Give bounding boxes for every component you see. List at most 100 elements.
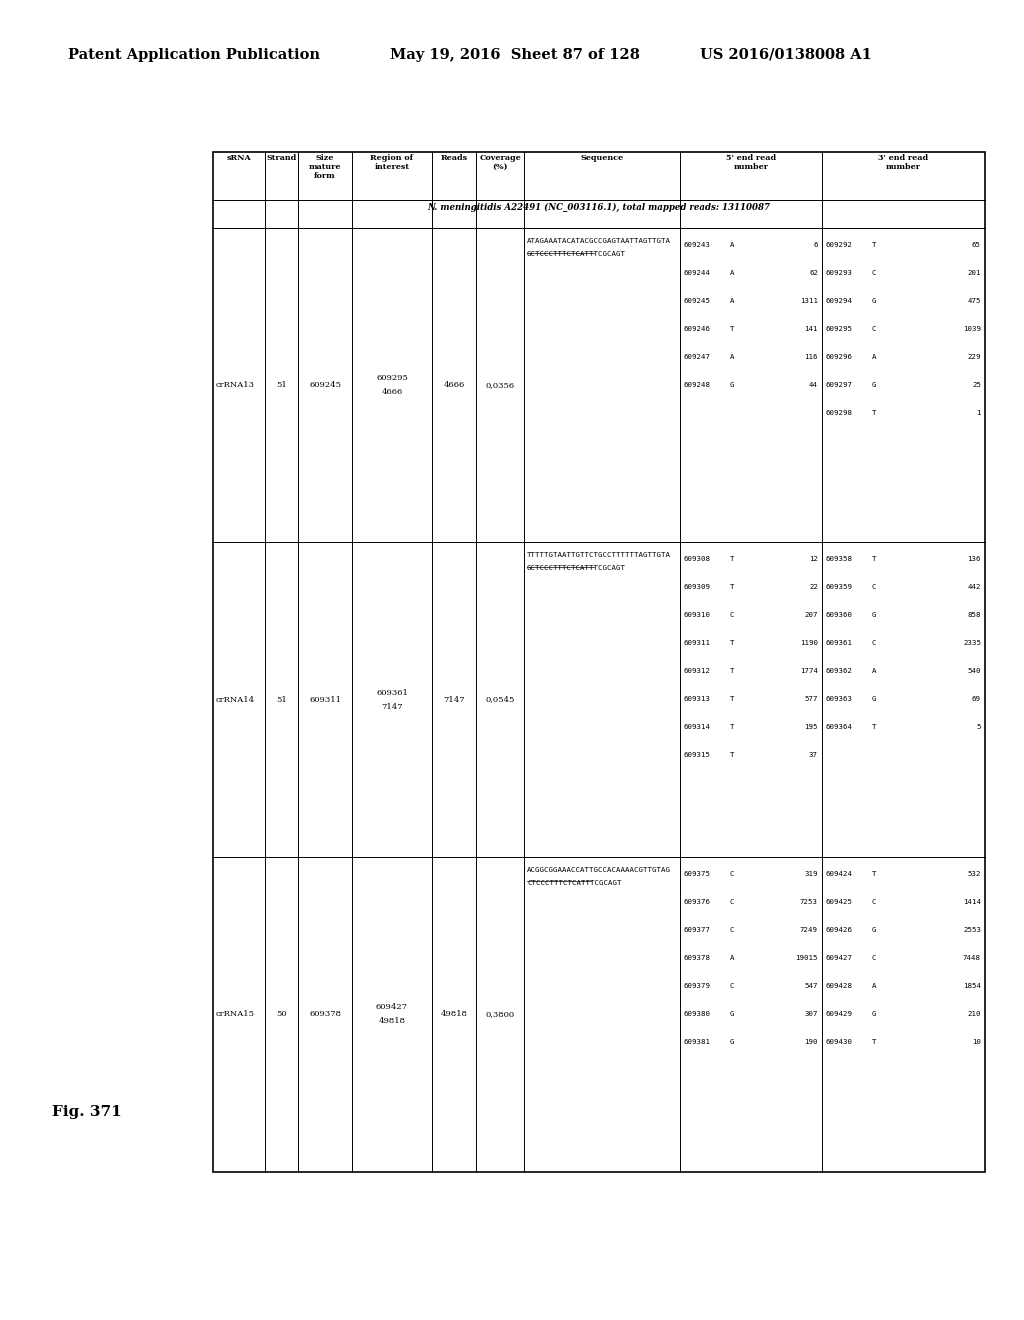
Text: 609244: 609244 <box>684 269 711 276</box>
Text: 442: 442 <box>968 585 981 590</box>
Text: 49818: 49818 <box>379 1018 406 1026</box>
Text: G: G <box>872 298 877 304</box>
Text: 609361: 609361 <box>826 640 853 647</box>
Text: 141: 141 <box>805 326 818 331</box>
Text: 7147: 7147 <box>381 702 402 710</box>
Text: 609247: 609247 <box>684 354 711 360</box>
Text: 5' end read
number: 5' end read number <box>726 154 776 172</box>
Text: 65: 65 <box>972 242 981 248</box>
Text: T: T <box>730 585 734 590</box>
Text: 609297: 609297 <box>826 381 853 388</box>
Text: A: A <box>730 298 734 304</box>
Text: crRNA15: crRNA15 <box>216 1010 255 1018</box>
Text: 609429: 609429 <box>826 1011 853 1016</box>
Text: 609362: 609362 <box>826 668 853 675</box>
Text: C: C <box>872 899 877 904</box>
Text: 609245: 609245 <box>684 298 711 304</box>
Text: 1854: 1854 <box>963 982 981 989</box>
Text: 609379: 609379 <box>684 982 711 989</box>
Text: 609309: 609309 <box>684 585 711 590</box>
Text: C: C <box>730 899 734 904</box>
Text: 4666: 4666 <box>381 388 402 396</box>
Text: 609358: 609358 <box>826 556 853 562</box>
Text: 62: 62 <box>809 269 818 276</box>
Text: C: C <box>872 585 877 590</box>
Text: C: C <box>730 870 734 876</box>
Text: 1039: 1039 <box>963 326 981 331</box>
Text: 609311: 609311 <box>684 640 711 647</box>
Text: 3' end read
number: 3' end read number <box>879 154 929 172</box>
Text: 116: 116 <box>805 354 818 360</box>
Text: 307: 307 <box>805 1011 818 1016</box>
Text: 577: 577 <box>805 696 818 702</box>
Text: 609292: 609292 <box>826 242 853 248</box>
Text: C: C <box>730 982 734 989</box>
Text: GCTCCCTTTCTCATTTCGCAGT: GCTCCCTTTCTCATTTCGCAGT <box>527 251 626 257</box>
Text: G: G <box>730 381 734 388</box>
Text: 609378: 609378 <box>684 954 711 961</box>
Text: 609315: 609315 <box>684 752 711 758</box>
Text: 609381: 609381 <box>684 1039 711 1044</box>
Text: T: T <box>872 1039 877 1044</box>
Text: 2553: 2553 <box>963 927 981 932</box>
Text: A: A <box>730 954 734 961</box>
Text: May 19, 2016  Sheet 87 of 128: May 19, 2016 Sheet 87 of 128 <box>390 48 640 62</box>
Text: 609295: 609295 <box>826 326 853 331</box>
Text: A: A <box>730 269 734 276</box>
Text: TTTTTGTAATTGTTCTGCCTTTTTTAGTTGTA: TTTTTGTAATTGTTCTGCCTTTTTTAGTTGTA <box>527 552 671 558</box>
Text: 609359: 609359 <box>826 585 853 590</box>
Text: 201: 201 <box>968 269 981 276</box>
Text: 609427: 609427 <box>376 1003 408 1011</box>
Text: 0,0356: 0,0356 <box>485 381 515 389</box>
Text: T: T <box>730 640 734 647</box>
Text: G: G <box>730 1039 734 1044</box>
Text: 609426: 609426 <box>826 927 853 932</box>
Text: 609360: 609360 <box>826 612 853 618</box>
Text: 609364: 609364 <box>826 725 853 730</box>
Text: ACGGCGGAAACCATTGCCACAAAACGTTGTAG: ACGGCGGAAACCATTGCCACAAAACGTTGTAG <box>527 867 671 873</box>
Text: Fig. 371: Fig. 371 <box>52 1105 122 1119</box>
Text: 49818: 49818 <box>440 1010 468 1018</box>
Text: 609375: 609375 <box>684 870 711 876</box>
Text: 858: 858 <box>968 612 981 618</box>
Text: 609424: 609424 <box>826 870 853 876</box>
Text: C: C <box>872 326 877 331</box>
Text: G: G <box>872 1011 877 1016</box>
Text: Strand: Strand <box>266 154 297 162</box>
Text: T: T <box>730 752 734 758</box>
Text: 7253: 7253 <box>800 899 818 904</box>
Text: 609243: 609243 <box>684 242 711 248</box>
Text: A: A <box>872 354 877 360</box>
Text: 12: 12 <box>809 556 818 562</box>
Text: G: G <box>872 381 877 388</box>
Text: 25: 25 <box>972 381 981 388</box>
Text: 609308: 609308 <box>684 556 711 562</box>
Text: A: A <box>872 982 877 989</box>
Text: 210: 210 <box>968 1011 981 1016</box>
Text: T: T <box>730 668 734 675</box>
Text: 609378: 609378 <box>309 1010 341 1018</box>
Text: Patent Application Publication: Patent Application Publication <box>68 48 319 62</box>
Text: 1190: 1190 <box>800 640 818 647</box>
Text: N. meningitidis A22491 (NC_003116.1), total mapped reads: 13110087: N. meningitidis A22491 (NC_003116.1), to… <box>427 203 770 213</box>
Text: 609427: 609427 <box>826 954 853 961</box>
Text: 609430: 609430 <box>826 1039 853 1044</box>
Text: 4666: 4666 <box>443 381 465 389</box>
Text: 609312: 609312 <box>684 668 711 675</box>
Text: 609314: 609314 <box>684 725 711 730</box>
Text: 0,3800: 0,3800 <box>485 1010 515 1018</box>
Text: 609311: 609311 <box>309 696 341 704</box>
Text: 1311: 1311 <box>800 298 818 304</box>
Text: 609376: 609376 <box>684 899 711 904</box>
Text: 609428: 609428 <box>826 982 853 989</box>
Text: A: A <box>872 668 877 675</box>
Text: 229: 229 <box>968 354 981 360</box>
Text: 69: 69 <box>972 696 981 702</box>
Text: 609296: 609296 <box>826 354 853 360</box>
Text: 0,0545: 0,0545 <box>485 696 515 704</box>
Text: 319: 319 <box>805 870 818 876</box>
Text: T: T <box>730 725 734 730</box>
Bar <box>213 152 985 1172</box>
Text: 609361: 609361 <box>376 689 408 697</box>
Text: 609425: 609425 <box>826 899 853 904</box>
